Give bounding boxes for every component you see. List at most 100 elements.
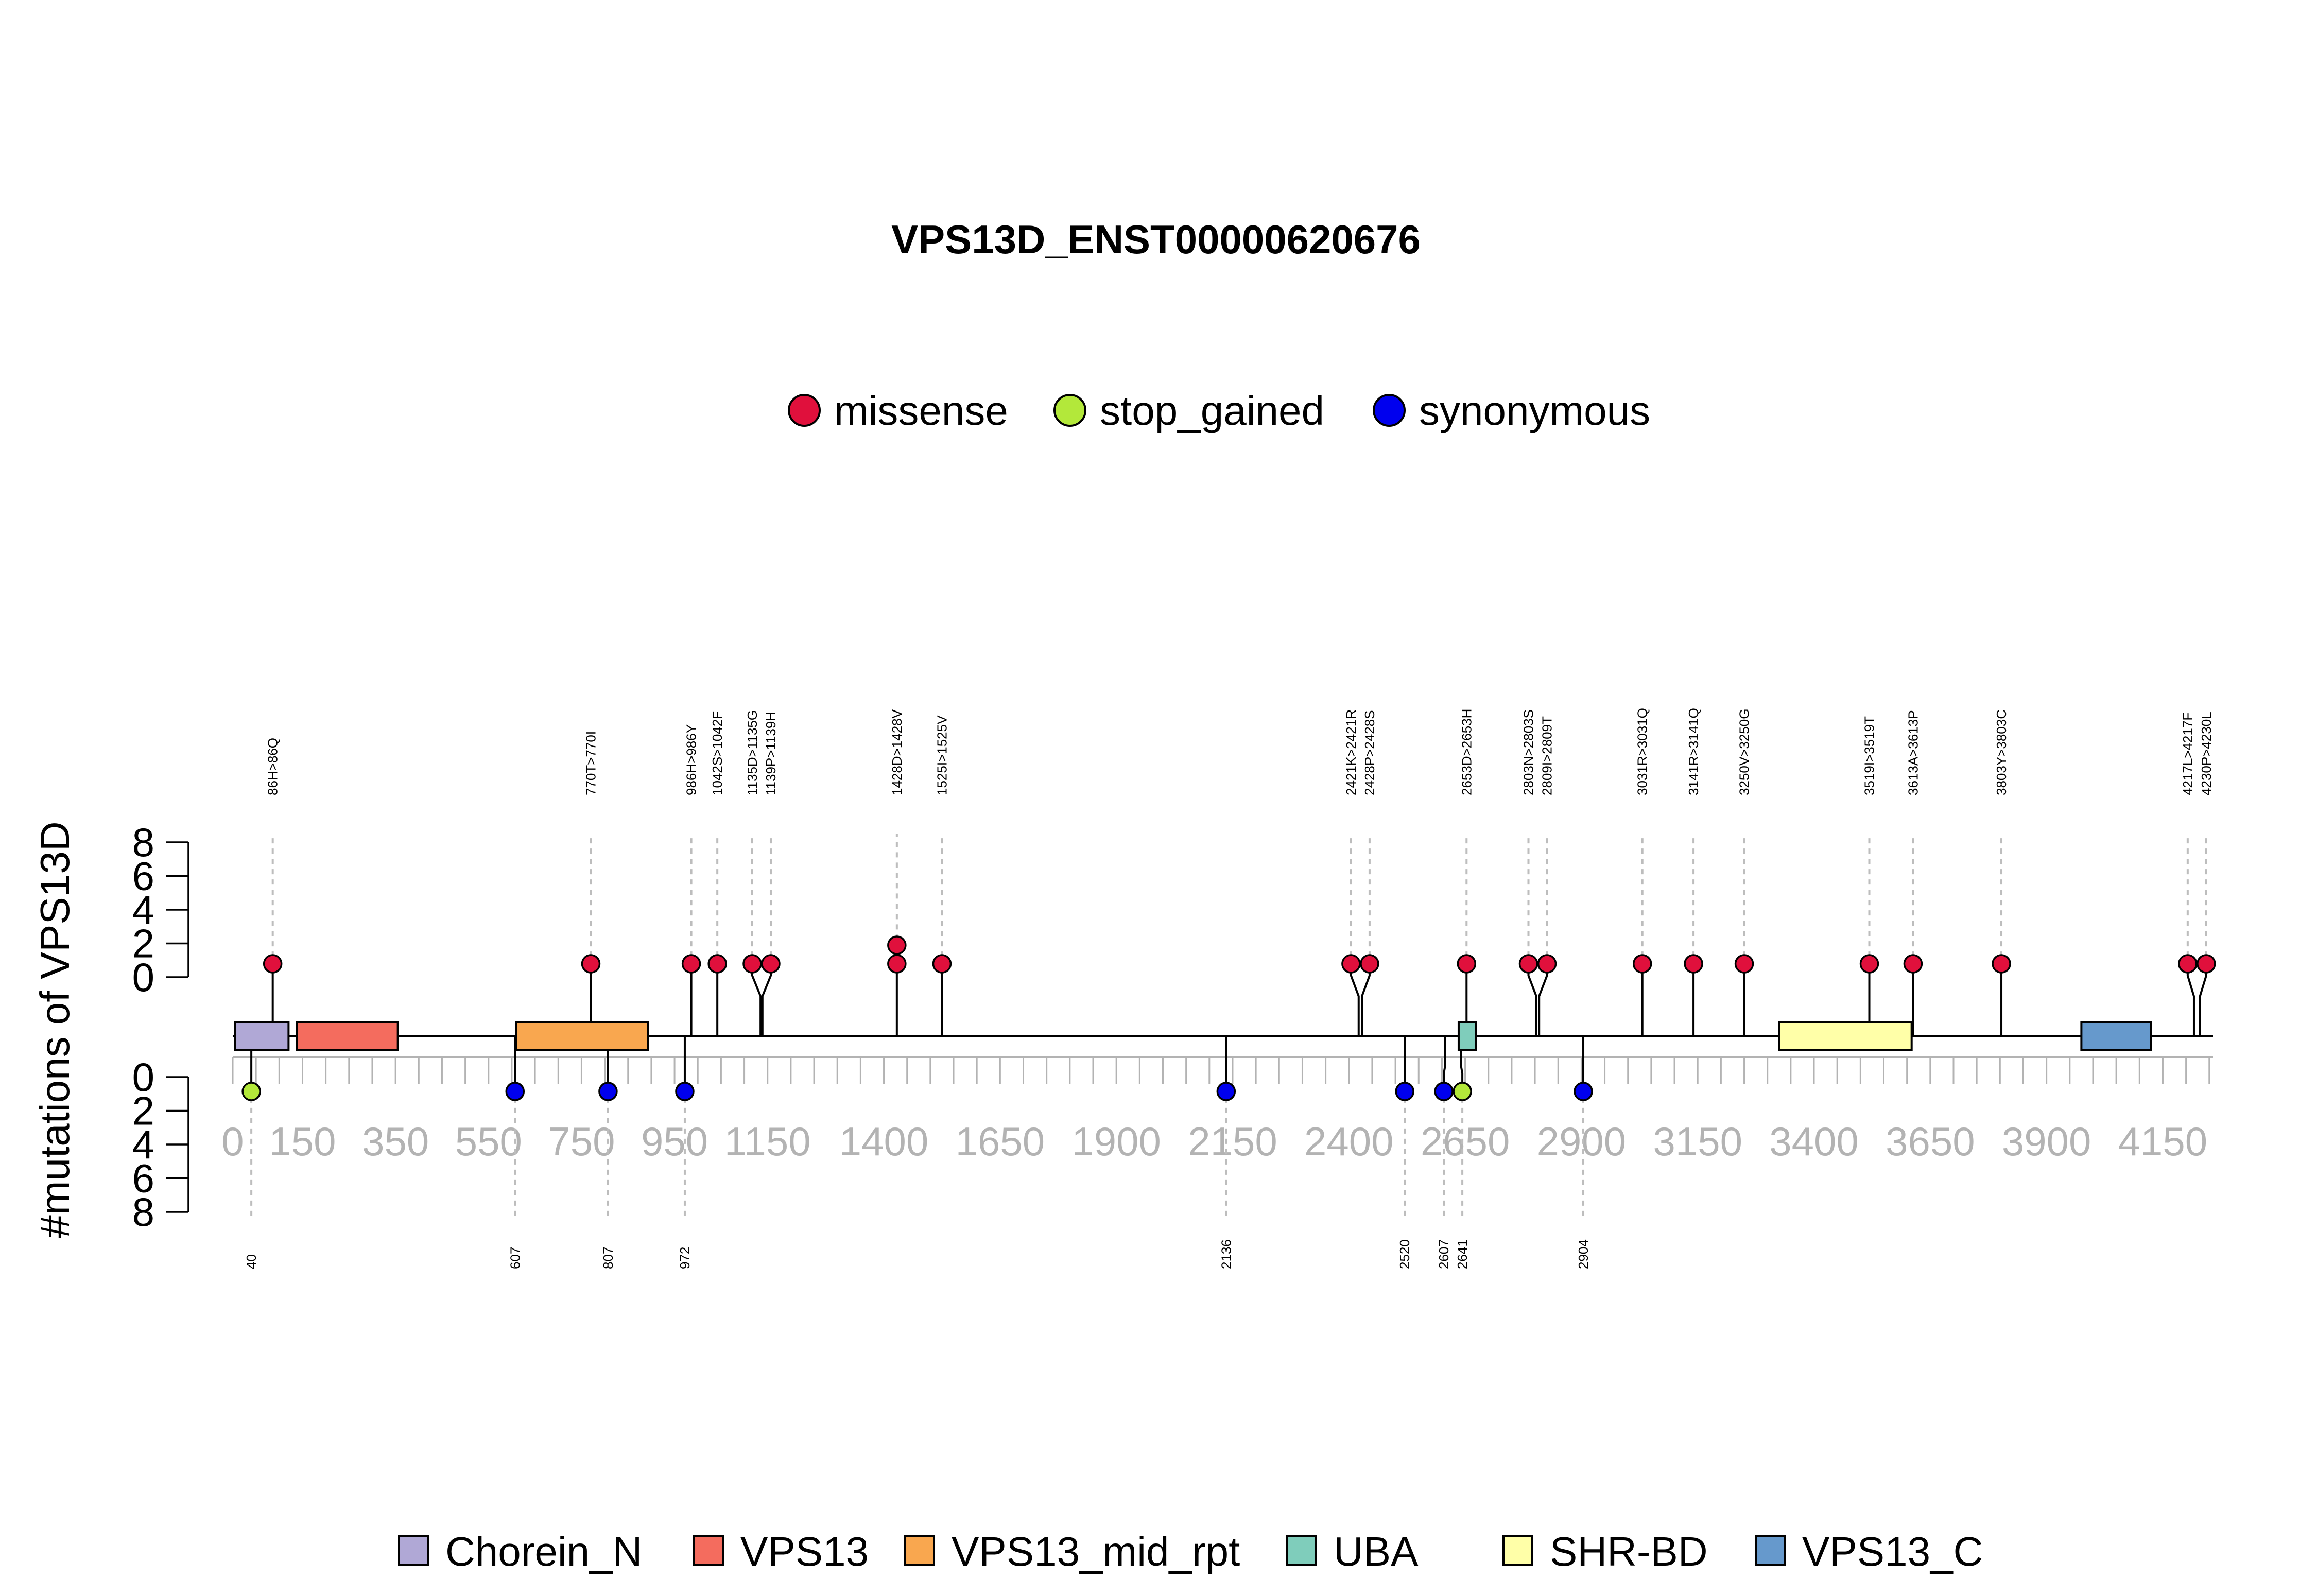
- point-2421K-2421R: [1341, 954, 1361, 974]
- label-2421K-2421R: 2421K>2421R: [1343, 709, 1359, 795]
- label-3519I-3519T: 3519I>3519T: [1862, 716, 1877, 795]
- legend-vps13-mid-rpt-label: VPS13_mid_rpt: [952, 1529, 1240, 1574]
- domain-boxes: [234, 1021, 2152, 1051]
- label-3141R-3141Q: 3141R>3141Q: [1686, 708, 1701, 795]
- legend-vps13-label: VPS13: [740, 1529, 869, 1574]
- point-3031R-3031Q: [1632, 954, 1652, 974]
- stem-4217L-4217F: [2186, 965, 2195, 1036]
- x-tick-label: 1150: [724, 1119, 811, 1164]
- point-770T-770I: [581, 954, 601, 974]
- x-tick-label: 3650: [1886, 1119, 1975, 1164]
- label-1139P-1139H: 1139P>1139H: [763, 712, 779, 795]
- chart-title: VPS13D_ENST00000620676: [891, 217, 1421, 262]
- point-3803Y-3803C: [1992, 954, 2011, 974]
- legend-uba-label: UBA: [1334, 1529, 1419, 1574]
- label-3250V-3250G: 3250V>3250G: [1737, 709, 1752, 795]
- label-770T-770I: 770T>770I: [583, 731, 598, 795]
- x-tick-label: 1900: [1071, 1119, 1161, 1164]
- legend-vps13-c-swatch: [1755, 1535, 1786, 1566]
- label-4217L-4217F: 4217L>4217F: [2180, 713, 2195, 795]
- x-tick-label: 3900: [2002, 1119, 2091, 1164]
- stem-1139P-1139H: [761, 965, 772, 1036]
- label-2904: 2904: [1576, 1239, 1591, 1269]
- label-2136: 2136: [1218, 1239, 1234, 1269]
- point-3250V-3250G: [1734, 954, 1754, 974]
- legend-vps13-swatch: [693, 1535, 724, 1566]
- stem-2809I-2809T: [1538, 965, 1548, 1036]
- label-3031R-3031Q: 3031R>3031Q: [1635, 708, 1650, 795]
- domain-shr-bd: [1778, 1021, 1913, 1051]
- point-2904: [1574, 1082, 1593, 1101]
- label-2520: 2520: [1397, 1239, 1412, 1269]
- point-986H-986Y: [681, 954, 701, 974]
- label-1042S-1042F: 1042S>1042F: [710, 711, 725, 795]
- upper-mutation-stems: [271, 834, 2207, 1036]
- upper-y-tick-label: 2: [132, 921, 154, 966]
- label-4230P-4230L: 4230P>4230L: [2199, 712, 2214, 795]
- label-2653D-2653H: 2653D>2653H: [1459, 709, 1474, 795]
- stem-4230P-4230L: [2199, 965, 2207, 1036]
- lower-y-tick-label: 4: [132, 1122, 154, 1167]
- x-tick-label: 750: [548, 1119, 615, 1164]
- lower-y-tick-label: 6: [132, 1156, 154, 1201]
- label-1428D-1428V: 1428D>1428V: [889, 709, 905, 795]
- point-1042S-1042F: [707, 954, 727, 974]
- point-40: [241, 1082, 261, 1101]
- point-2809I-2809T: [1537, 954, 1557, 974]
- point-1135D-1135G: [742, 954, 762, 974]
- lower-mutation-stems: [250, 1036, 1585, 1220]
- label-807: 807: [600, 1247, 616, 1269]
- x-tick-label: 1650: [956, 1119, 1045, 1164]
- lower-y-tick-label: 0: [132, 1054, 154, 1100]
- label-86H-86Q: 86H>86Q: [265, 738, 281, 795]
- label-1135D-1135G: 1135D>1135G: [745, 710, 760, 795]
- stem-2421K-2421R: [1350, 965, 1360, 1036]
- upper-y-tick-label: 6: [132, 854, 154, 899]
- x-tick-label: 3150: [1653, 1119, 1742, 1164]
- x-tick-label: 2900: [1537, 1119, 1627, 1164]
- point-1525I-1525V: [932, 954, 952, 974]
- label-607: 607: [507, 1247, 523, 1269]
- upper-y-tick-label: 4: [132, 887, 154, 932]
- point-2520: [1395, 1082, 1414, 1101]
- stem-1135D-1135G: [751, 965, 762, 1036]
- point-1139P-1139H: [761, 954, 781, 974]
- point-4217L-4217F: [2178, 954, 2198, 974]
- point-3141R-3141Q: [1684, 954, 1703, 974]
- x-tick-label: 0: [221, 1119, 244, 1164]
- legend-chorein-n-swatch: [398, 1535, 429, 1566]
- legend-missense-swatch: [788, 394, 821, 427]
- mutation-type-legend: missense stop_gained synonymous: [788, 388, 1650, 433]
- label-2428P-2428S: 2428P>2428S: [1362, 710, 1377, 795]
- point-2607: [1434, 1082, 1454, 1101]
- point-2428P-2428S: [1360, 954, 1379, 974]
- domain-uba: [1457, 1021, 1477, 1051]
- label-2803N-2803S: 2803N>2803S: [1520, 709, 1536, 795]
- legend-chorein-n-label: Chorein_N: [445, 1529, 642, 1574]
- point-607: [505, 1082, 525, 1101]
- point-86H-86Q: [263, 954, 283, 974]
- x-tick-label: 2150: [1188, 1119, 1277, 1164]
- x-axis: 0 150 350 550 750 950 1150 1400 1650 1900 2150 2400…: [221, 1056, 2213, 1164]
- lower-y-tick-label: 2: [132, 1088, 154, 1134]
- upper-y-tick-label: 8: [132, 820, 154, 865]
- y-axis-label: #mutations of VPS13D: [32, 821, 78, 1238]
- domain-legend: Chorein_N VPS13 VPS13_mid_rpt UBA SHR-BD VPS1…: [398, 1529, 1983, 1574]
- label-3613A-3613P: 3613A>3613P: [1905, 710, 1921, 795]
- point-807: [598, 1082, 618, 1101]
- point-2653D-2653H: [1457, 954, 1477, 974]
- point-2803N-2803S: [1518, 954, 1538, 974]
- legend-shr-bd-label: SHR-BD: [1550, 1529, 1708, 1574]
- label-1525I-1525V: 1525I>1525V: [934, 715, 949, 795]
- x-tick-label: 2650: [1421, 1119, 1510, 1164]
- domain-vps13-mid-rpt: [515, 1021, 649, 1051]
- legend-vps13-mid-rpt-swatch: [904, 1535, 935, 1566]
- point-4230P-4230L: [2197, 954, 2216, 974]
- label-986H-986Y: 986H>986Y: [684, 724, 699, 795]
- domain-vps13: [296, 1021, 399, 1051]
- legend-uba-swatch: [1286, 1535, 1317, 1566]
- legend-stop_gained-swatch: [1053, 394, 1086, 427]
- x-tick-label: 950: [641, 1119, 708, 1164]
- label-2607: 2607: [1436, 1239, 1451, 1269]
